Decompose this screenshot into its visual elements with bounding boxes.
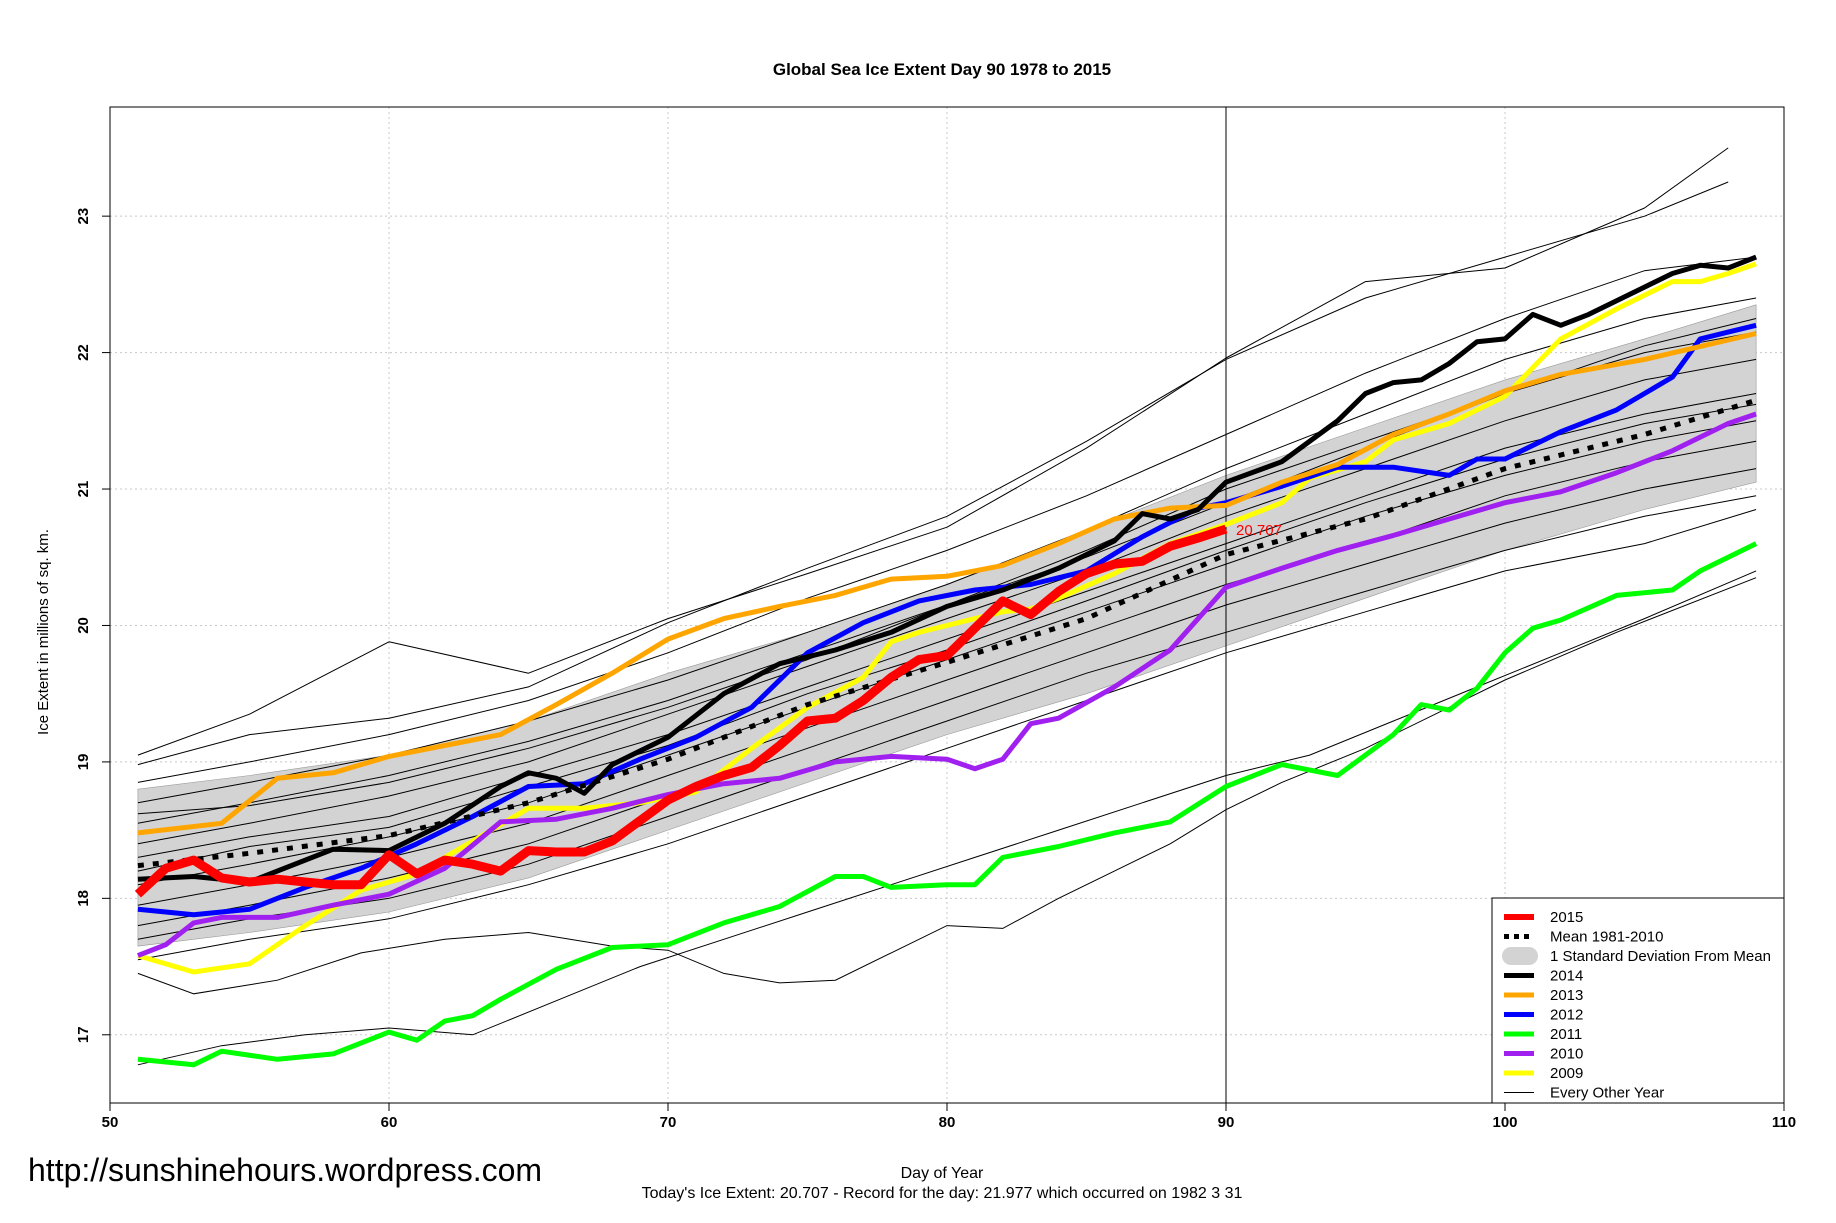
y-tick-label: 17 [75, 1026, 92, 1043]
legend-label: Every Other Year [1550, 1085, 1664, 1102]
legend-label: 2015 [1550, 909, 1583, 926]
legend: 2015 Mean 1981-2010 2014 2013 2012 2011 2010 20… [1491, 897, 1785, 1104]
other-year-line [137, 358, 1757, 845]
x-axis-label: Day of Year [900, 1165, 984, 1182]
x-tick-label: 90 [1218, 1114, 1235, 1131]
footer-note: Today's Ice Extent: 20.707 - Record for … [641, 1185, 1243, 1202]
other-year-line [137, 495, 1757, 940]
y-tick-label: 23 [75, 208, 92, 225]
series-line-2009 [137, 261, 1757, 975]
series-line-mean-1981-2010 [137, 397, 1757, 869]
other-year-line [137, 393, 1757, 858]
series-line-2012 [137, 322, 1757, 918]
series-line-2010 [136, 411, 1757, 958]
x-tick-label: 110 [1772, 1114, 1796, 1131]
y-tick-label: 18 [75, 890, 92, 907]
y-axis-label: Ice Extent in millions of sq. km. [35, 529, 52, 735]
legend-label: 2014 [1550, 968, 1583, 985]
legend-label: 2013 [1550, 987, 1583, 1004]
x-tick-label: 100 [1492, 1114, 1517, 1131]
series-line-2015 [134, 524, 1228, 898]
x-tick-label: 50 [102, 1114, 119, 1131]
other-year-line [137, 509, 1757, 961]
watermark-url: http://sunshinehours.wordpress.com [28, 1152, 543, 1188]
y-tick-label: 20 [75, 617, 92, 634]
chart-title: Global Sea Ice Extent Day 90 1978 to 201… [773, 60, 1111, 79]
other-year-line [137, 577, 1757, 995]
legend-swatch-band [1502, 947, 1538, 965]
y-tick-label: 19 [75, 754, 92, 771]
x-tick-label: 70 [660, 1114, 677, 1131]
x-tick-label: 60 [381, 1114, 398, 1131]
x-tick-label: 80 [939, 1114, 956, 1131]
legend-label: 2012 [1550, 1007, 1583, 1024]
series-line-2011 [137, 541, 1758, 1068]
annotation-label: 20.707 [1236, 522, 1282, 539]
other-year-line [137, 181, 1729, 766]
other-year-line [137, 256, 1757, 783]
legend-label: Mean 1981-2010 [1550, 929, 1663, 946]
series-line-2014 [137, 254, 1758, 885]
other-year-line [137, 570, 1757, 1066]
other-year-line [137, 468, 1757, 927]
series-line-2013 [137, 331, 1757, 836]
legend-label: 1 Standard Deviation From Mean [1550, 948, 1771, 965]
legend-label: 2011 [1550, 1026, 1582, 1043]
y-tick-label: 22 [75, 344, 92, 361]
series-line-every-other-year [137, 147, 1729, 756]
y-tick-label: 21 [75, 481, 92, 498]
legend-box [1491, 897, 1785, 1104]
legend-label: 2010 [1550, 1046, 1583, 1063]
legend-label: 2009 [1550, 1065, 1583, 1082]
